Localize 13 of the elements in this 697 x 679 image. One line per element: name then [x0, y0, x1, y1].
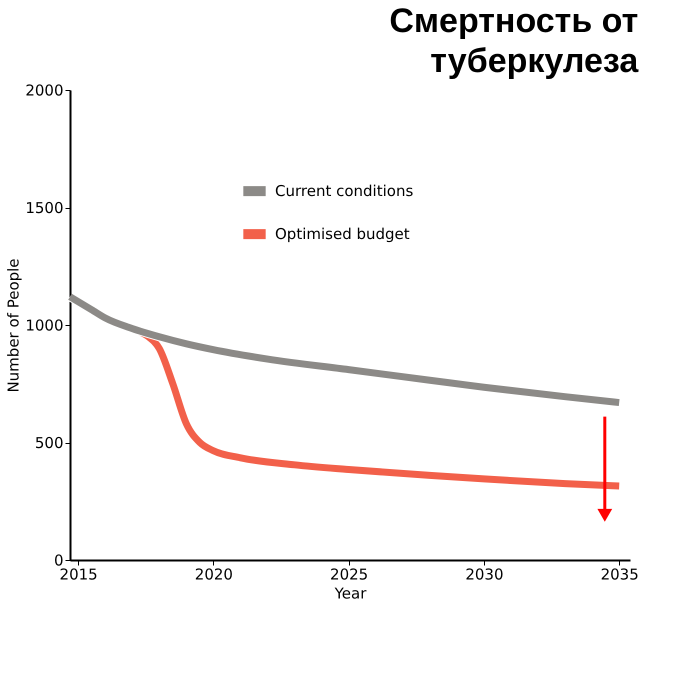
x-tick-label: 2025	[330, 566, 368, 584]
x-tick-label: 2020	[194, 566, 233, 584]
legend-label: Current conditions	[275, 182, 414, 200]
y-tick-label: 2000	[25, 82, 64, 100]
y-tick-label: 500	[34, 434, 64, 452]
chart-title: Смертность от туберкулеза	[389, 2, 640, 80]
y-axis-title: Number of People	[4, 258, 22, 393]
x-axis-title: Year	[334, 584, 368, 602]
y-tick-label: 1000	[25, 316, 64, 334]
x-tick-label: 2030	[465, 566, 504, 584]
y-tick-label: 1500	[25, 199, 64, 217]
x-tick-label: 2035	[600, 566, 639, 584]
legend-label: Optimised budget	[275, 225, 410, 244]
